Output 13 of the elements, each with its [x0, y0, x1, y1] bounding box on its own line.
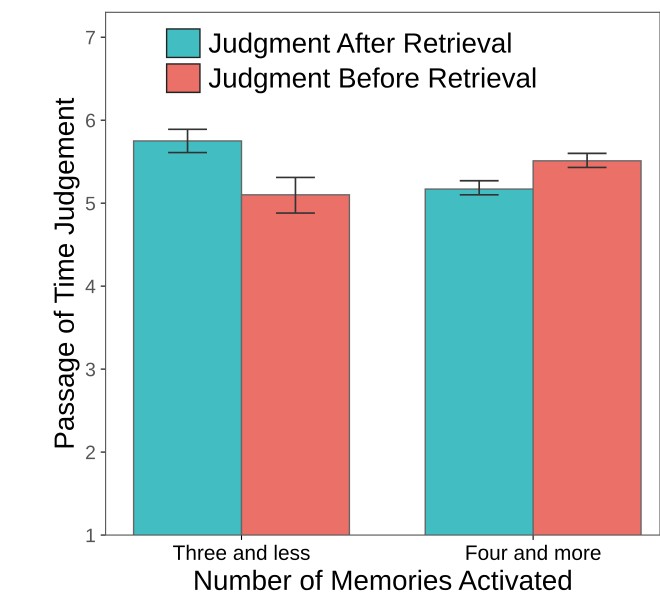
y-axis-title: Passage of Time Judgement [54, 98, 80, 448]
y-tick-label: 4 [86, 280, 96, 294]
x-tick-label: Three and less [173, 544, 310, 560]
legend-label: Judgment Before Retrieval [208, 67, 536, 94]
x-axis-title: Number of Memories Activated [195, 570, 571, 590]
y-tick-label: 5 [86, 196, 96, 210]
y-tick-label: 6 [86, 114, 96, 128]
y-tick-label: 7 [86, 30, 95, 44]
x-tick-label: Four and more [466, 544, 601, 560]
y-tick-label: 2 [86, 446, 95, 460]
y-tick-label: 3 [86, 362, 96, 376]
y-tick-label: 1 [86, 528, 95, 542]
legend-label: Judgment After Retrieval [208, 32, 511, 58]
